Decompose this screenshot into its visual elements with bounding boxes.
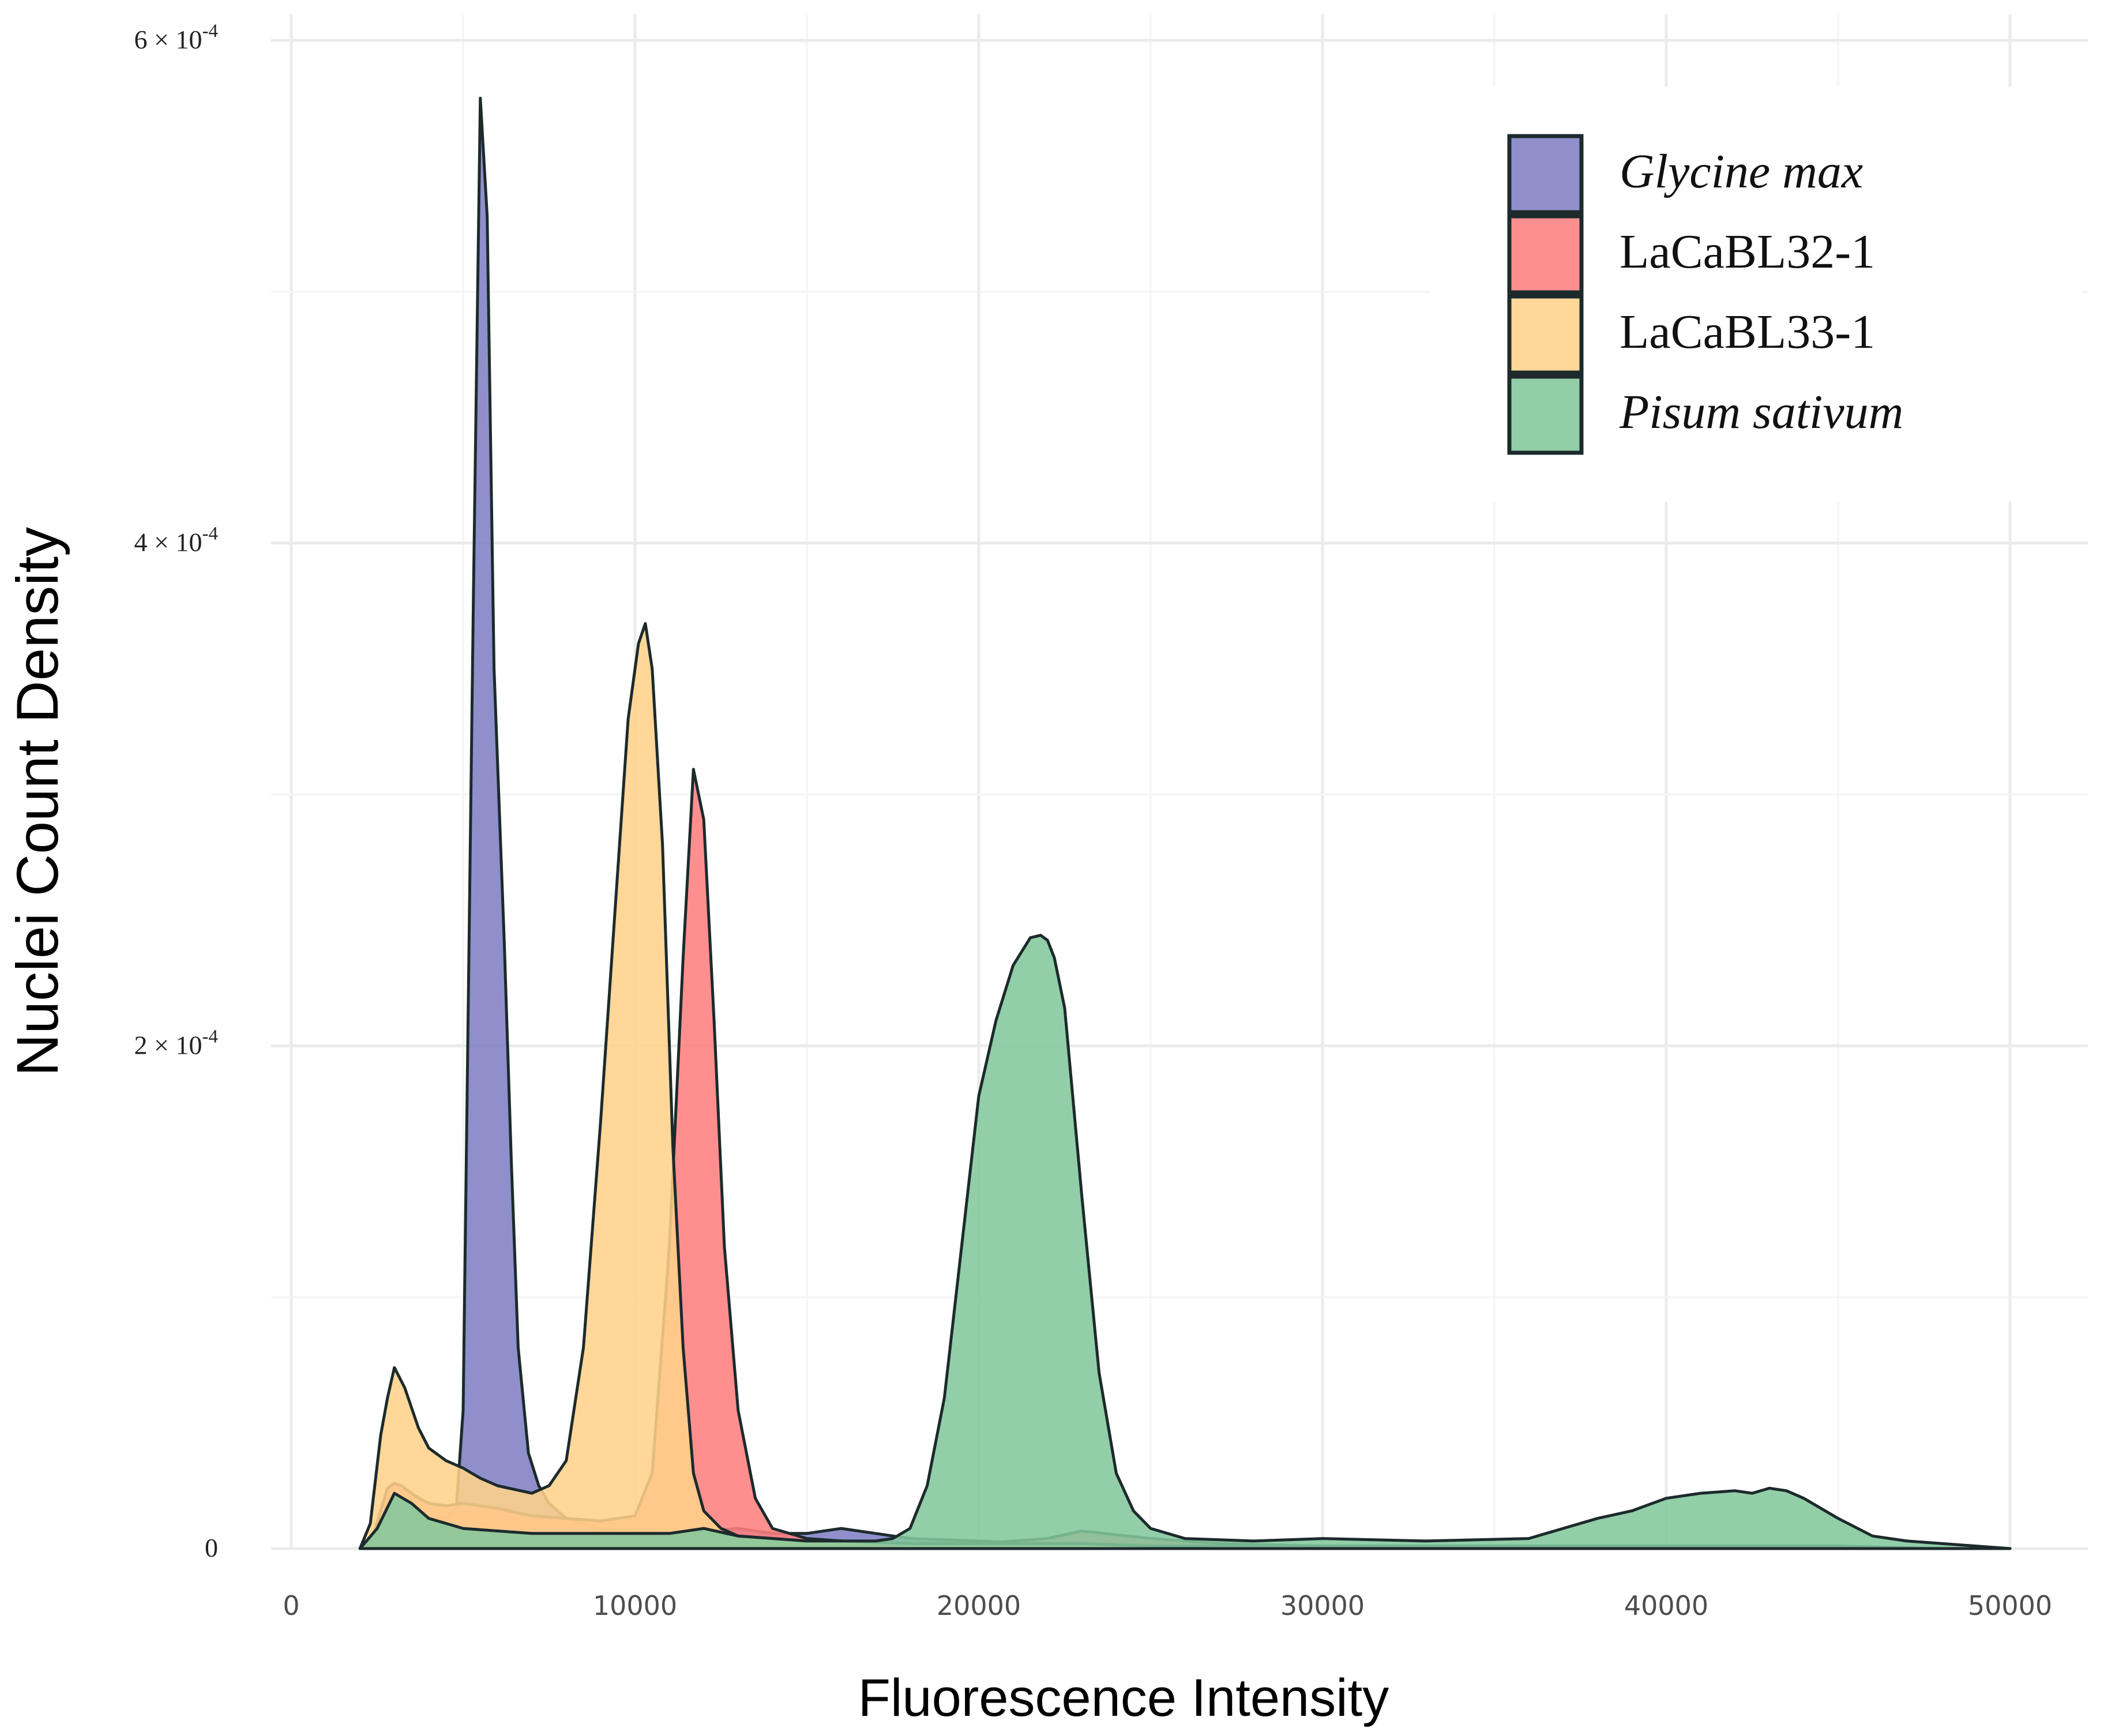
legend-key-lacabl33-1: [1507, 294, 1584, 375]
y-tick-label: 4 × 10-4: [134, 524, 218, 557]
legend-key-pisum-sativum: [1507, 374, 1584, 455]
legend-label-lacabl33-1: LaCaBL33-1: [1620, 305, 1875, 359]
y-tick-label: 0: [205, 1533, 218, 1562]
legend-key-glycine-max: [1507, 134, 1584, 215]
x-axis-title: Fluorescence Intensity: [858, 1669, 1389, 1727]
x-tick-label: 0: [283, 1590, 299, 1621]
x-tick-label: 30000: [1280, 1590, 1365, 1621]
y-axis-ticks: 02 × 10-44 × 10-46 × 10-4: [134, 21, 218, 1562]
y-axis-title: Nuclei Count Density: [5, 527, 70, 1076]
y-tick-base: 6 × 10: [134, 25, 202, 54]
density-area-pisum-sativum: [358, 934, 2012, 1550]
legend-label-pisum-sativum: Pisum sativum: [1619, 385, 1903, 439]
x-tick-label: 10000: [593, 1590, 677, 1621]
legend-label-glycine-max: Glycine max: [1620, 145, 1863, 198]
y-tick-base: 4 × 10: [134, 528, 202, 557]
y-tick-exponent: -4: [202, 1026, 219, 1047]
y-tick-label: 6 × 10-4: [134, 21, 218, 54]
legend: Glycine max LaCaBL32-1 LaCaBL33-1 Pisum sat…: [1430, 87, 2082, 502]
x-tick-label: 40000: [1624, 1590, 1708, 1621]
y-tick-base: 0: [205, 1533, 218, 1562]
density-series-layer: [358, 96, 2012, 1550]
x-tick-label: 20000: [937, 1590, 1021, 1621]
y-tick-exponent: -4: [202, 524, 219, 544]
y-tick-base: 2 × 10: [134, 1030, 202, 1059]
x-tick-label: 50000: [1968, 1590, 2052, 1621]
x-axis-ticks: 0 10000 20000 30000 40000 50000: [283, 1590, 2052, 1621]
y-tick-exponent: -4: [202, 21, 219, 42]
y-tick-label: 2 × 10-4: [134, 1026, 218, 1059]
legend-key-lacabl32-1: [1507, 214, 1584, 295]
legend-label-lacabl32-1: LaCaBL32-1: [1620, 225, 1875, 279]
